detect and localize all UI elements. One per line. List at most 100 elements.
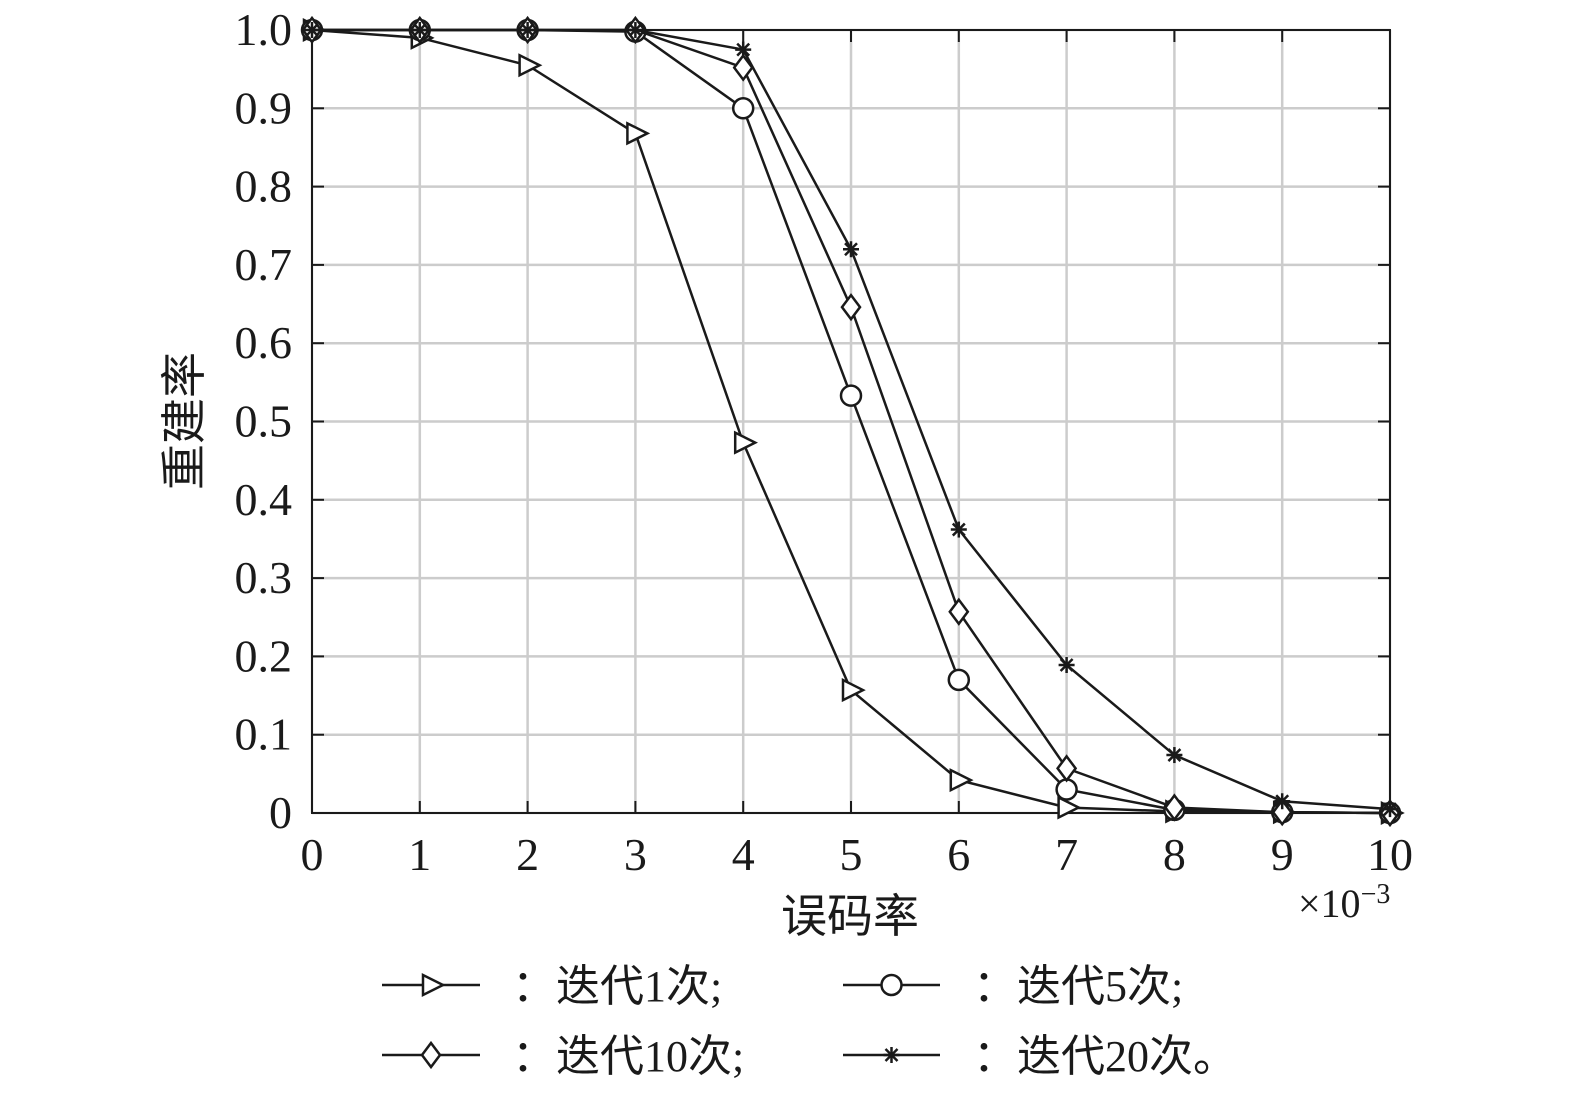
x-tick-label: 5: [840, 829, 863, 880]
legend-label: ：迭代20次。: [973, 1032, 1237, 1081]
x-tick-label: 2: [516, 829, 539, 880]
x-tick-label: 9: [1271, 829, 1294, 880]
data-point: [843, 241, 859, 258]
data-point-shape: [1055, 778, 1078, 801]
data-point: [840, 293, 862, 322]
data-point-shape: [626, 121, 651, 146]
legend-label: ：迭代10次;: [512, 1032, 744, 1081]
data-point: [947, 668, 971, 692]
data-point-stroke: [1167, 748, 1182, 762]
data-point: [949, 768, 974, 793]
data-point-shape: [731, 97, 755, 120]
y-axis-label: 重建率: [159, 352, 210, 490]
data-point-shape: [947, 668, 971, 692]
y-tick-label: 0.6: [235, 317, 293, 368]
y-tick-label: 1.0: [235, 4, 293, 55]
data-point-shape: [518, 53, 543, 78]
data-point-shape: [948, 597, 970, 626]
y-tick-label: 0.1: [235, 709, 293, 760]
data-point: [950, 521, 967, 538]
data-point-shape: [841, 678, 866, 703]
legend-marker: [421, 972, 446, 998]
data-point: [1056, 754, 1078, 783]
data-point: [841, 678, 866, 703]
x-tick-label: 1: [408, 829, 431, 880]
data-point-stroke: [951, 522, 966, 537]
legend-marker: [880, 973, 903, 997]
data-point: [731, 97, 755, 120]
data-point-stroke: [844, 242, 858, 257]
data-point-shape: [1056, 754, 1078, 783]
legend-item-3: ：迭代10次;: [382, 1032, 744, 1081]
x-axis-label: 误码率: [781, 891, 919, 942]
data-point: [1055, 778, 1078, 801]
legend-label: ：迭代5次;: [973, 962, 1183, 1011]
x-tick-label: 10: [1367, 829, 1413, 880]
data-point: [1382, 801, 1398, 818]
data-point-shape: [1057, 795, 1082, 820]
data-point: [732, 53, 754, 82]
data-point: [1274, 793, 1291, 810]
legend-item-2: ：迭代5次;: [843, 962, 1183, 1011]
x-multiplier-base: ×10: [1298, 881, 1361, 926]
y-tick-label: 0.5: [235, 396, 293, 447]
data-point-stroke: [736, 42, 751, 57]
data-point: [626, 121, 651, 146]
data-point-shape: [839, 384, 863, 407]
data-point-shape: [732, 53, 754, 82]
y-tick-label: 0.3: [235, 552, 293, 603]
data-point-stroke: [1275, 794, 1290, 809]
data-point-shape: [840, 293, 862, 322]
legend-marker: [420, 1040, 442, 1070]
x-tick-labels: 0 1 2 3 4 5 6 7 8 9 10: [301, 829, 1414, 880]
data-point: [411, 22, 428, 38]
x-tick-label: 3: [624, 829, 647, 880]
data-point: [627, 22, 644, 38]
data-point: [1163, 793, 1185, 822]
legend-item-1: ：迭代1次;: [382, 962, 722, 1011]
y-tick-label: 0.2: [235, 630, 293, 681]
legend-marker-shape: [420, 1040, 442, 1070]
data-point: [948, 597, 970, 626]
data-point-stroke: [628, 23, 643, 37]
data-point: [1057, 795, 1082, 820]
data-point-shape: [733, 430, 758, 455]
data-point-stroke: [1059, 658, 1074, 672]
y-tick-label: 0: [269, 787, 292, 838]
series-group: [300, 15, 1405, 828]
data-point: [1166, 747, 1183, 764]
legend: ：迭代1次; ：迭代5次; ：迭代10次; ：迭代20次。: [382, 962, 1237, 1081]
series-4: [304, 22, 1398, 818]
data-point: [839, 384, 863, 407]
x-tick-label: 7: [1055, 829, 1078, 880]
data-point: [519, 22, 536, 38]
data-point: [518, 53, 543, 78]
legend-marker-shape: [880, 973, 903, 997]
data-point-stroke: [520, 23, 535, 37]
y-tick-labels: 0 0.1 0.2 0.3 0.4 0.5 0.6 0.7 0.8 0.9 1.0: [235, 4, 293, 838]
x-tick-label: 0: [301, 829, 324, 880]
x-tick-label: 6: [947, 829, 970, 880]
legend-item-4: ：迭代20次。: [843, 1032, 1237, 1081]
data-point: [733, 430, 758, 455]
data-point: [735, 41, 752, 58]
x-multiplier-exponent: −3: [1361, 879, 1391, 910]
x-tick-label: 4: [732, 829, 755, 880]
y-tick-label: 0.7: [235, 239, 293, 290]
legend-marker-stroke: [884, 1048, 899, 1062]
legend-label: ：迭代1次;: [512, 962, 722, 1011]
y-tick-label: 0.4: [235, 474, 293, 525]
data-point-stroke: [412, 23, 427, 37]
data-point: [1058, 657, 1075, 674]
y-tick-label: 0.8: [235, 161, 293, 212]
data-point-stroke: [305, 23, 319, 37]
y-tick-label: 0.9: [235, 82, 293, 133]
x-tick-label: 8: [1163, 829, 1186, 880]
data-point-shape: [1163, 793, 1185, 822]
x-multiplier: ×10−3: [1298, 879, 1390, 926]
data-point-stroke: [1383, 802, 1397, 816]
legend-marker: [883, 1047, 900, 1063]
data-point-shape: [949, 768, 974, 793]
legend-marker-shape: [421, 972, 446, 998]
